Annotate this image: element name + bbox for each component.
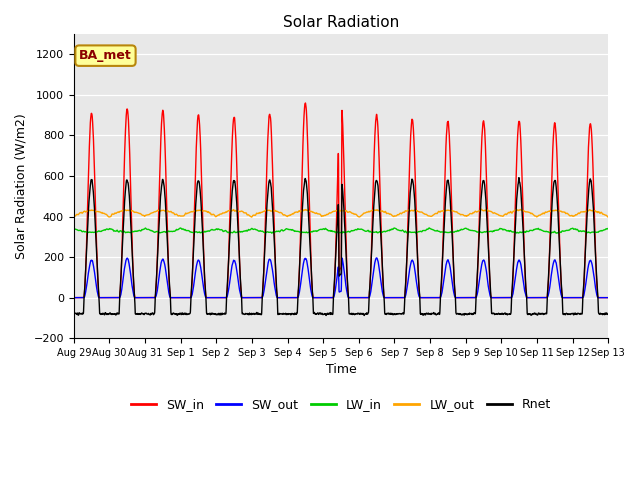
- SW_out: [515, 257, 523, 263]
- SW_out: [558, 294, 566, 300]
- Rnet: [70, 311, 77, 316]
- Line: LW_out: LW_out: [74, 209, 640, 217]
- Rnet: [380, 293, 388, 299]
- Title: Solar Radiation: Solar Radiation: [283, 15, 399, 30]
- LW_out: [543, 209, 551, 215]
- Rnet: [516, 179, 524, 185]
- LW_in: [380, 228, 388, 234]
- SW_in: [301, 100, 309, 106]
- LW_out: [411, 207, 419, 213]
- LW_in: [558, 228, 566, 234]
- SW_in: [411, 156, 419, 161]
- Rnet: [360, 312, 368, 318]
- LW_out: [248, 214, 255, 220]
- SW_out: [70, 295, 77, 300]
- Line: SW_out: SW_out: [74, 258, 640, 298]
- LW_in: [553, 230, 561, 236]
- SW_in: [543, 294, 551, 300]
- Rnet: [515, 175, 523, 180]
- LW_out: [70, 213, 77, 219]
- Line: SW_in: SW_in: [74, 103, 640, 298]
- Rnet: [188, 280, 196, 286]
- SW_out: [380, 295, 388, 300]
- LW_out: [477, 206, 485, 212]
- LW_out: [558, 209, 566, 215]
- LW_in: [543, 229, 551, 235]
- Rnet: [558, 291, 566, 297]
- LW_out: [380, 209, 388, 215]
- X-axis label: Time: Time: [326, 363, 356, 376]
- Line: Rnet: Rnet: [74, 178, 640, 315]
- LW_in: [411, 229, 419, 235]
- LW_out: [188, 209, 196, 215]
- SW_out: [543, 295, 551, 300]
- SW_in: [188, 282, 196, 288]
- LW_in: [515, 230, 523, 236]
- Legend: SW_in, SW_out, LW_in, LW_out, Rnet: SW_in, SW_out, LW_in, LW_out, Rnet: [126, 393, 556, 416]
- SW_in: [515, 119, 523, 125]
- Line: LW_in: LW_in: [74, 228, 640, 233]
- SW_out: [188, 292, 196, 298]
- Text: BA_met: BA_met: [79, 49, 132, 62]
- SW_out: [411, 265, 419, 271]
- Rnet: [543, 292, 551, 298]
- LW_in: [426, 225, 433, 231]
- Rnet: [411, 196, 419, 202]
- LW_in: [70, 227, 77, 232]
- SW_in: [380, 294, 388, 300]
- SW_out: [373, 255, 381, 261]
- Y-axis label: Solar Radiation (W/m2): Solar Radiation (W/m2): [15, 113, 28, 259]
- SW_in: [70, 295, 77, 300]
- SW_in: [558, 292, 566, 298]
- LW_out: [516, 207, 524, 213]
- LW_in: [188, 229, 196, 235]
